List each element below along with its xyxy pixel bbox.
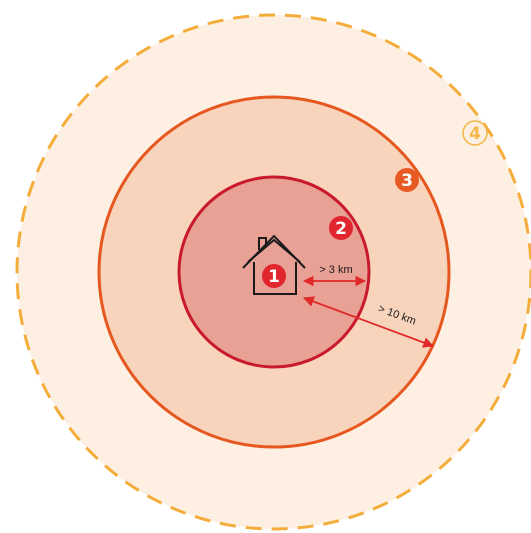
house-icon [242,234,306,295]
outer-distance-arrow [302,296,435,348]
zone-3-marker [395,168,419,192]
zone-3-badge: 3 [395,168,419,192]
zone-3-number: 3 [401,171,413,191]
zone-2-badge: 2 [329,216,353,240]
inner-distance-label: > 3 km [319,264,352,276]
zone-1-badge: 1 [262,264,286,288]
zone-2-number: 2 [335,219,347,239]
zone-4-marker [462,120,488,146]
zone-1-number: 1 [268,267,280,287]
zone-4-badge: 4 [462,120,488,146]
zone-4-number: 4 [469,124,481,144]
zone-1-marker [262,264,286,288]
zone-2-marker [329,216,353,240]
